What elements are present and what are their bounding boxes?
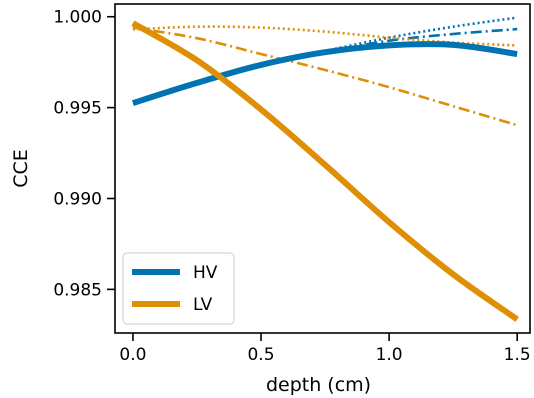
series-line-lv-solid xyxy=(131,20,519,322)
y-tick-label: 0.995 xyxy=(53,99,102,119)
legend-label-lv: LV xyxy=(193,295,213,315)
legend: HV LV xyxy=(122,252,235,325)
legend-label-hv: HV xyxy=(193,263,218,283)
x-tick-label: 1.5 xyxy=(504,345,531,365)
y-tick-label: 0.990 xyxy=(53,189,102,209)
axes: 0.0 0.5 1.0 1.5 0.985 0.990 0.995 1.000 depth (c… xyxy=(10,3,531,396)
series-line-hv-solid xyxy=(131,41,518,106)
x-tick-label: 0.5 xyxy=(247,345,274,365)
series-line-lv-dashdot xyxy=(132,26,518,127)
series-line-hv-dotted xyxy=(324,16,518,53)
plot-frame xyxy=(114,3,531,334)
y-tick-label: 0.985 xyxy=(53,280,102,300)
series-lines xyxy=(131,16,519,322)
y-tick-label: 1.000 xyxy=(53,8,102,28)
y-axis-label: CCE xyxy=(10,149,32,188)
x-axis-label: depth (cm) xyxy=(266,374,371,396)
x-tick-label: 1.0 xyxy=(376,345,403,365)
x-tick-label: 0.0 xyxy=(119,345,146,365)
